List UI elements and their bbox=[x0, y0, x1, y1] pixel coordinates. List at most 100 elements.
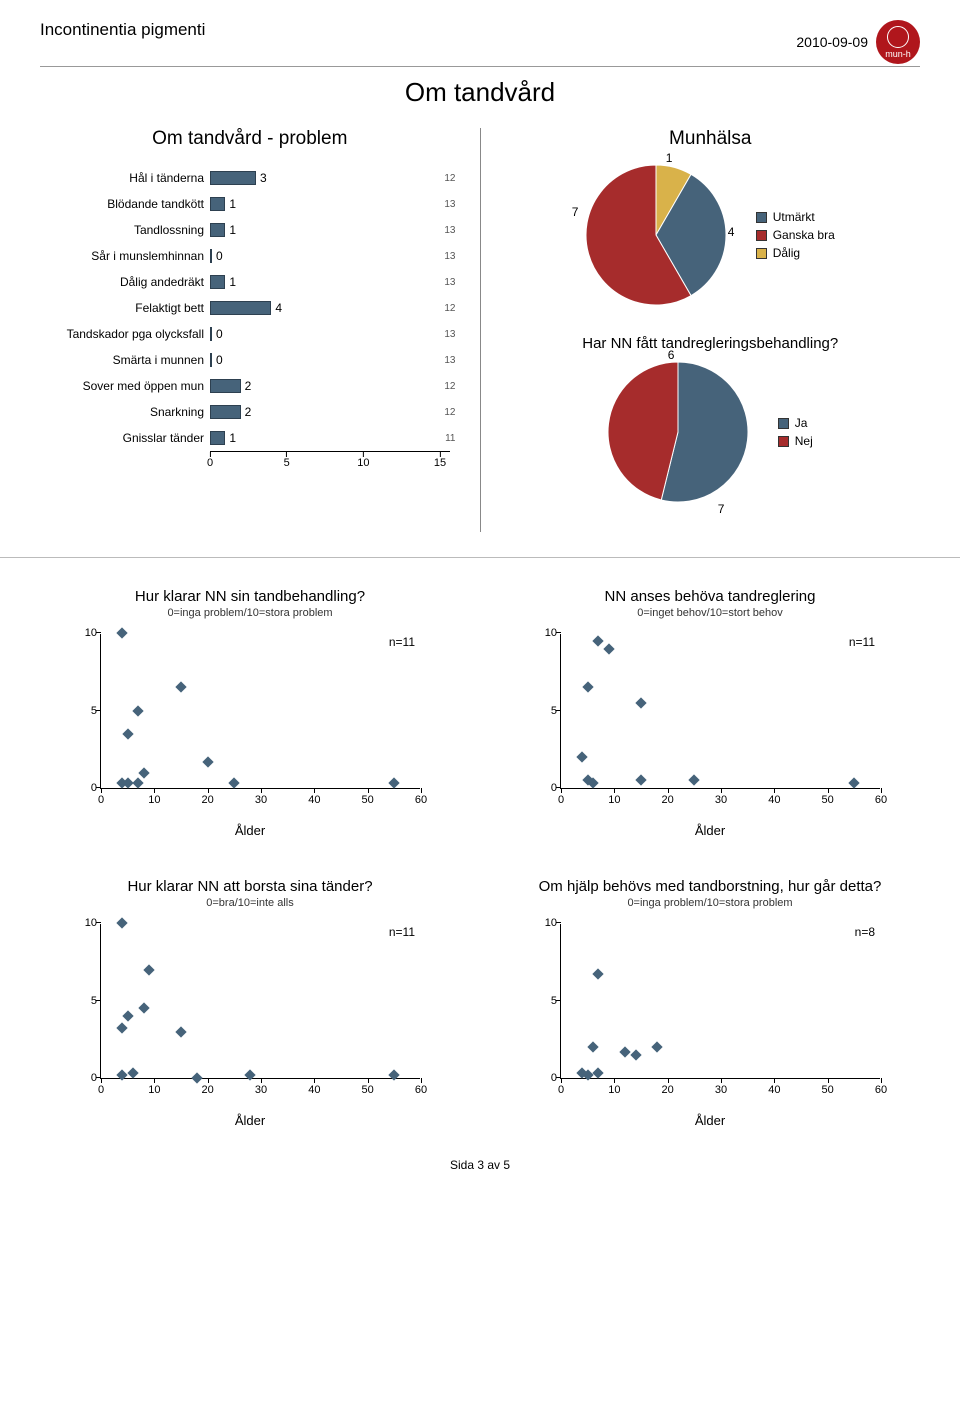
scatter-marker bbox=[635, 697, 646, 708]
scatter-title: NN anses behöva tandreglering bbox=[510, 588, 910, 605]
bar-label: Gnisslar tänder bbox=[50, 431, 210, 445]
legend-label: Dålig bbox=[773, 246, 800, 260]
xtick-label: 0 bbox=[98, 794, 104, 806]
xtick-label: 10 bbox=[148, 1084, 160, 1096]
section-divider bbox=[0, 557, 960, 558]
legend-label: Ja bbox=[795, 416, 808, 430]
bar-xtick: 0 bbox=[207, 452, 213, 469]
bar-row: Tandskador pga olycksfall 0 13 bbox=[50, 321, 460, 347]
bar-label: Smärta i munnen bbox=[50, 353, 210, 367]
pie-slice-label: 6 bbox=[668, 348, 675, 362]
scatter-n: n=11 bbox=[849, 635, 875, 649]
xtick-label: 50 bbox=[362, 1084, 374, 1096]
bar-fill bbox=[210, 431, 225, 445]
scatter-subtitle: 0=inget behov/10=stort behov bbox=[510, 607, 910, 619]
bar-fill bbox=[210, 223, 225, 237]
bar-fill bbox=[210, 197, 225, 211]
bar-label: Snarkning bbox=[50, 405, 210, 419]
ytick-label: 5 bbox=[73, 995, 97, 1007]
legend-item: Ganska bra bbox=[756, 228, 835, 242]
bar-row: Gnisslar tänder 1 11 bbox=[50, 425, 460, 451]
pie1-title: Munhälsa bbox=[501, 128, 921, 150]
pie1-chart: 147 bbox=[586, 165, 726, 305]
xtick-label: 0 bbox=[558, 1084, 564, 1096]
ytick-label: 5 bbox=[533, 705, 557, 717]
bar-value: 0 bbox=[216, 327, 223, 341]
plot-area: 05100102030405060 bbox=[100, 924, 420, 1079]
ytick-label: 0 bbox=[533, 782, 557, 794]
scatter-marker bbox=[603, 643, 614, 654]
bar-row: Sover med öppen mun 2 12 bbox=[50, 373, 460, 399]
scatter-marker bbox=[122, 1010, 133, 1021]
bar-n: 12 bbox=[444, 407, 455, 418]
scatter-subtitle: 0=inga problem/10=stora problem bbox=[50, 607, 450, 619]
pie1-legend: Utmärkt Ganska bra Dålig bbox=[756, 206, 835, 264]
ytick-label: 10 bbox=[73, 917, 97, 929]
legend-item: Dålig bbox=[756, 246, 835, 260]
page-header: Incontinentia pigmenti 2010-09-09 mun-h bbox=[40, 20, 920, 67]
scatter-marker bbox=[389, 1069, 400, 1080]
pie1-wrap: 147 Utmärkt Ganska bra Dålig bbox=[501, 165, 921, 305]
bar-fill bbox=[210, 171, 256, 185]
scatter-1: NN anses behöva tandreglering 0=inget be… bbox=[510, 588, 910, 838]
scatter-2: Hur klarar NN att borsta sina tänder? 0=… bbox=[50, 878, 450, 1128]
xtick-label: 20 bbox=[202, 794, 214, 806]
scatter-marker bbox=[138, 1003, 149, 1014]
header-right: 2010-09-09 mun-h bbox=[796, 20, 920, 64]
legend-item: Utmärkt bbox=[756, 210, 835, 224]
scatter-marker bbox=[389, 778, 400, 789]
bar-label: Dålig andedräkt bbox=[50, 275, 210, 289]
scatter-marker bbox=[689, 775, 700, 786]
scatter-marker bbox=[630, 1049, 641, 1060]
bar-n: 13 bbox=[444, 355, 455, 366]
bar-value: 1 bbox=[229, 431, 236, 445]
pie-slice-label: 4 bbox=[728, 225, 735, 239]
xtick-label: 30 bbox=[255, 1084, 267, 1096]
scatter-n: n=8 bbox=[855, 925, 875, 939]
bar-chart: Hål i tänderna 3 12 Blödande tandkött 1 … bbox=[40, 165, 460, 469]
bar-value: 1 bbox=[229, 197, 236, 211]
ytick-label: 5 bbox=[533, 995, 557, 1007]
bar-value: 1 bbox=[229, 275, 236, 289]
ytick-label: 10 bbox=[73, 627, 97, 639]
scatter-marker bbox=[122, 728, 133, 739]
scatter-marker bbox=[133, 705, 144, 716]
bar-value: 4 bbox=[275, 301, 282, 315]
bar-xtick: 5 bbox=[284, 452, 290, 469]
scatter-marker bbox=[229, 778, 240, 789]
xtick-label: 40 bbox=[308, 794, 320, 806]
ytick-label: 0 bbox=[533, 1072, 557, 1084]
scatter-marker bbox=[245, 1069, 256, 1080]
plot-area: 05100102030405060 bbox=[100, 634, 420, 789]
scatter-marker bbox=[587, 778, 598, 789]
ytick-label: 10 bbox=[533, 917, 557, 929]
bar-chart-panel: Om tandvård - problem Hål i tänderna 3 1… bbox=[40, 128, 460, 532]
scatter-row-2: Hur klarar NN att borsta sina tänder? 0=… bbox=[40, 878, 920, 1128]
bar-label: Felaktigt bett bbox=[50, 301, 210, 315]
scatter-xlabel: Ålder bbox=[50, 1113, 450, 1128]
bar-label: Tandskador pga olycksfall bbox=[50, 327, 210, 341]
xtick-label: 40 bbox=[768, 794, 780, 806]
pie2-legend: JaNej bbox=[778, 412, 813, 452]
xtick-label: 10 bbox=[608, 1084, 620, 1096]
bar-row: Hål i tänderna 3 12 bbox=[50, 165, 460, 191]
scatter-subtitle: 0=inga problem/10=stora problem bbox=[510, 897, 910, 909]
xtick-label: 60 bbox=[415, 794, 427, 806]
scatter-marker bbox=[593, 635, 604, 646]
legend-label: Utmärkt bbox=[773, 210, 815, 224]
scatter-marker bbox=[619, 1046, 630, 1057]
bar-row: Snarkning 2 12 bbox=[50, 399, 460, 425]
pie-slice-label: 7 bbox=[572, 205, 579, 219]
bar-xtick: 10 bbox=[357, 452, 369, 469]
bar-row: Smärta i munnen 0 13 bbox=[50, 347, 460, 373]
bar-label: Tandlossning bbox=[50, 223, 210, 237]
xtick-label: 60 bbox=[875, 1084, 887, 1096]
bar-label: Blödande tandkött bbox=[50, 197, 210, 211]
scatter-plot: 05100102030405060 n=11 bbox=[70, 629, 430, 819]
scatter-n: n=11 bbox=[389, 635, 415, 649]
scatter-plot: 05100102030405060 n=11 bbox=[530, 629, 890, 819]
bar-value: 2 bbox=[245, 379, 252, 393]
scatter-marker bbox=[175, 1026, 186, 1037]
bar-row: Dålig andedräkt 1 13 bbox=[50, 269, 460, 295]
main-title: Om tandvård bbox=[40, 77, 920, 108]
